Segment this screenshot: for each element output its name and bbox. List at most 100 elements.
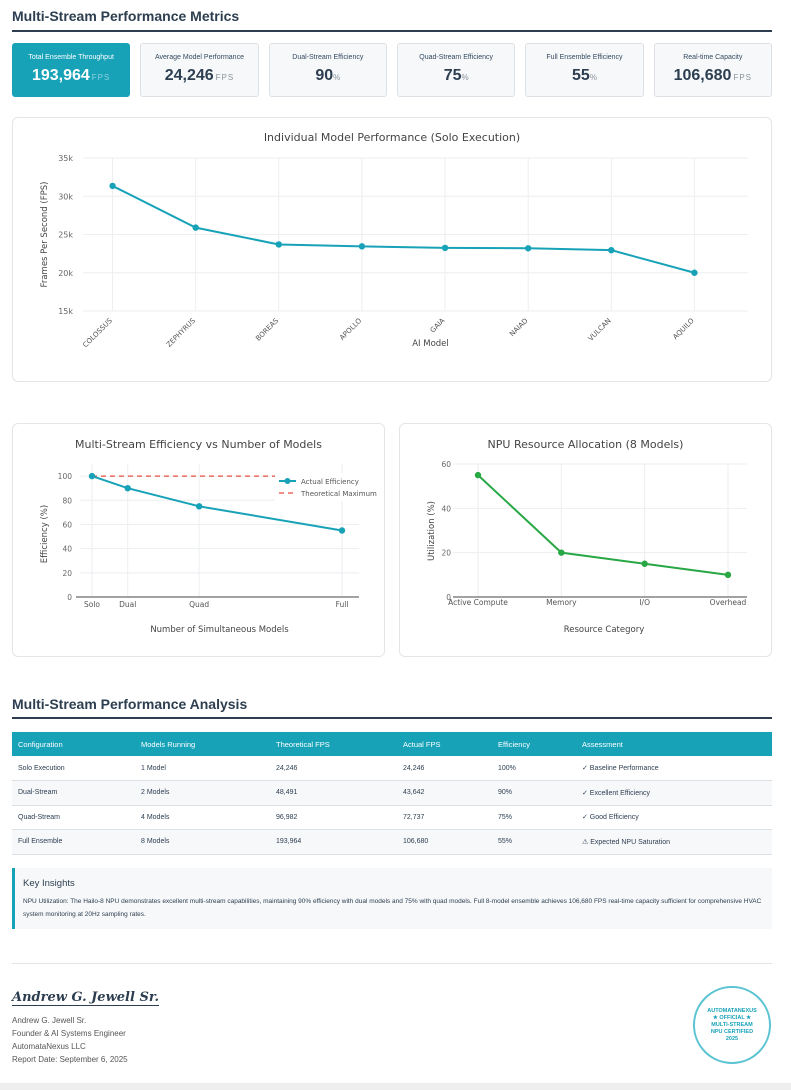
column-header: Configuration — [12, 732, 135, 756]
x-tick-label: APOLLO — [338, 316, 364, 342]
cell-models: 2 Models — [135, 780, 270, 806]
data-point — [641, 560, 648, 567]
table-row: Dual-Stream 2 Models 48,491 43,642 90% ✓… — [12, 780, 772, 806]
individual-performance-chart-card: Individual Model Performance (Solo Execu… — [12, 117, 772, 382]
legend-label-actual: Actual Efficiency — [301, 478, 359, 486]
y-tick-label: 100 — [58, 472, 73, 481]
cell-models: 4 Models — [135, 805, 270, 830]
x-tick-label: BOREAS — [254, 316, 280, 342]
y-tick-label: 20 — [441, 549, 451, 558]
legend-marker-actual — [284, 478, 291, 484]
metric-label: Total Ensemble Throughput — [28, 54, 114, 61]
metric-value: 75% — [443, 67, 469, 84]
analysis-table: Configuration Models Running Theoretical… — [12, 732, 772, 855]
column-header: Theoretical FPS — [270, 732, 397, 756]
metric-card-realtime-capacity: Real-time Capacity 106,680 FPS — [653, 43, 772, 97]
signature-block: Andrew G. Jewell Sr. Founder & AI System… — [12, 1014, 128, 1066]
x-tick-label: Full — [336, 600, 349, 609]
x-tick-label: COLOSSUS — [81, 316, 114, 349]
metric-unit: FPS — [215, 73, 235, 82]
metrics-row: Total Ensemble Throughput 193,964 FPS Ave… — [12, 43, 772, 97]
x-tick-label: Overhead — [710, 598, 747, 607]
resource-allocation-chart-card: NPU Resource Allocation (8 Models) 0 20 40… — [399, 423, 772, 657]
data-point — [558, 549, 565, 556]
analysis-divider — [12, 717, 772, 719]
metric-card-dual-stream: Dual-Stream Efficiency 90% — [268, 43, 387, 97]
cell-theoretical-fps: 96,982 — [270, 805, 397, 830]
footer-divider — [12, 963, 772, 964]
series-line — [112, 185, 695, 274]
stamp-line: 2025 — [725, 1035, 739, 1042]
signer-company: AutomataNexus LLC — [12, 1042, 86, 1051]
legend-label-theoretical: Theoretical Maximum — [300, 490, 377, 498]
data-point — [109, 182, 116, 190]
chart-title: Multi-Stream Efficiency vs Number of Mod… — [75, 438, 322, 451]
table-header-row: Configuration Models Running Theoretical… — [12, 732, 772, 756]
column-header: Models Running — [135, 732, 270, 756]
page-title: Multi-Stream Performance Metrics — [12, 8, 240, 24]
table-row: Full Ensemble 8 Models 193,964 106,680 5… — [12, 829, 772, 855]
metric-unit: FPS — [91, 73, 111, 82]
cell-theoretical-fps: 48,491 — [270, 780, 397, 806]
cell-efficiency: 90% — [492, 780, 576, 806]
data-point — [524, 245, 532, 252]
x-tick-label: ZEPHYRUS — [165, 316, 198, 349]
metric-unit: FPS — [733, 73, 752, 82]
x-tick-label: AQUILO — [671, 316, 696, 341]
y-tick-label: 25k — [58, 231, 73, 240]
cell-actual-fps: 72,737 — [397, 805, 492, 830]
data-point — [441, 244, 449, 252]
x-tick-label: I/O — [639, 598, 650, 607]
data-point — [724, 571, 732, 579]
cell-assessment: ✓ Good Efficiency — [576, 805, 772, 830]
metric-label: Real-time Capacity — [683, 54, 743, 61]
insights-title: Key Insights — [23, 878, 75, 889]
metric-unit: % — [589, 73, 597, 82]
data-point — [338, 527, 346, 534]
table-row: Quad-Stream 4 Models 96,982 72,737 75% ✓… — [12, 805, 772, 830]
y-tick-label: 60 — [441, 460, 451, 469]
cell-configuration: Quad-Stream — [12, 805, 135, 830]
data-point — [608, 246, 615, 254]
signer-role: Founder & AI Systems Engineer — [12, 1029, 126, 1038]
cell-theoretical-fps: 193,964 — [270, 829, 397, 855]
data-point — [275, 241, 283, 248]
y-tick-label: 35k — [58, 154, 73, 163]
metric-unit: % — [461, 73, 469, 82]
column-header: Efficiency — [492, 732, 576, 756]
chart-title: NPU Resource Allocation (8 Models) — [487, 438, 684, 451]
resource-allocation-chart: 0 20 40 60 Active Compute Memory I/O Overhead Re… — [427, 460, 747, 635]
cell-actual-fps: 43,642 — [397, 780, 492, 806]
data-point — [195, 503, 203, 510]
y-axis-title: Utilization (%) — [427, 501, 437, 561]
x-tick-label: GAIA — [429, 317, 447, 335]
cell-assessment: ⚠ Expected NPU Saturation — [576, 829, 772, 855]
stamp-line: MULTI-STREAM — [711, 1021, 753, 1028]
key-insights-box: Key Insights NPU Utilization: The Hailo-… — [12, 868, 772, 929]
data-point — [124, 484, 131, 492]
cell-assessment: ✓ Baseline Performance — [576, 756, 772, 781]
cell-models: 1 Model — [135, 756, 270, 781]
data-point — [88, 472, 96, 480]
metric-card-total-throughput: Total Ensemble Throughput 193,964 FPS — [12, 43, 131, 97]
metric-card-average-performance: Average Model Performance 24,246 FPS — [140, 43, 259, 97]
cell-actual-fps: 106,680 — [397, 829, 492, 855]
x-axis-title: Resource Category — [564, 625, 645, 635]
y-tick-label: 0 — [67, 593, 72, 602]
y-tick-label: 40 — [441, 504, 451, 513]
data-point — [691, 269, 698, 276]
metric-value: 55% — [572, 67, 597, 84]
metric-label: Average Model Performance — [155, 54, 244, 61]
metric-value: 106,680 FPS — [673, 67, 752, 84]
y-tick-label: 20k — [58, 269, 73, 278]
metric-card-full-ensemble: Full Ensemble Efficiency 55% — [525, 43, 644, 97]
stamp-line: ★ OFFICIAL ★ — [712, 1014, 752, 1021]
y-tick-label: 60 — [62, 520, 72, 529]
chart-title: Individual Model Performance (Solo Execu… — [263, 131, 521, 144]
metric-value: 24,246 FPS — [164, 67, 235, 84]
series-line-actual — [91, 475, 343, 532]
cell-configuration: Solo Execution — [12, 756, 135, 781]
x-axis-title: AI Model — [412, 339, 449, 349]
certification-stamp: AUTOMATANEXUS ★ OFFICIAL ★ MULTI-STREAM … — [693, 986, 771, 1064]
x-tick-label: Memory — [546, 598, 577, 607]
